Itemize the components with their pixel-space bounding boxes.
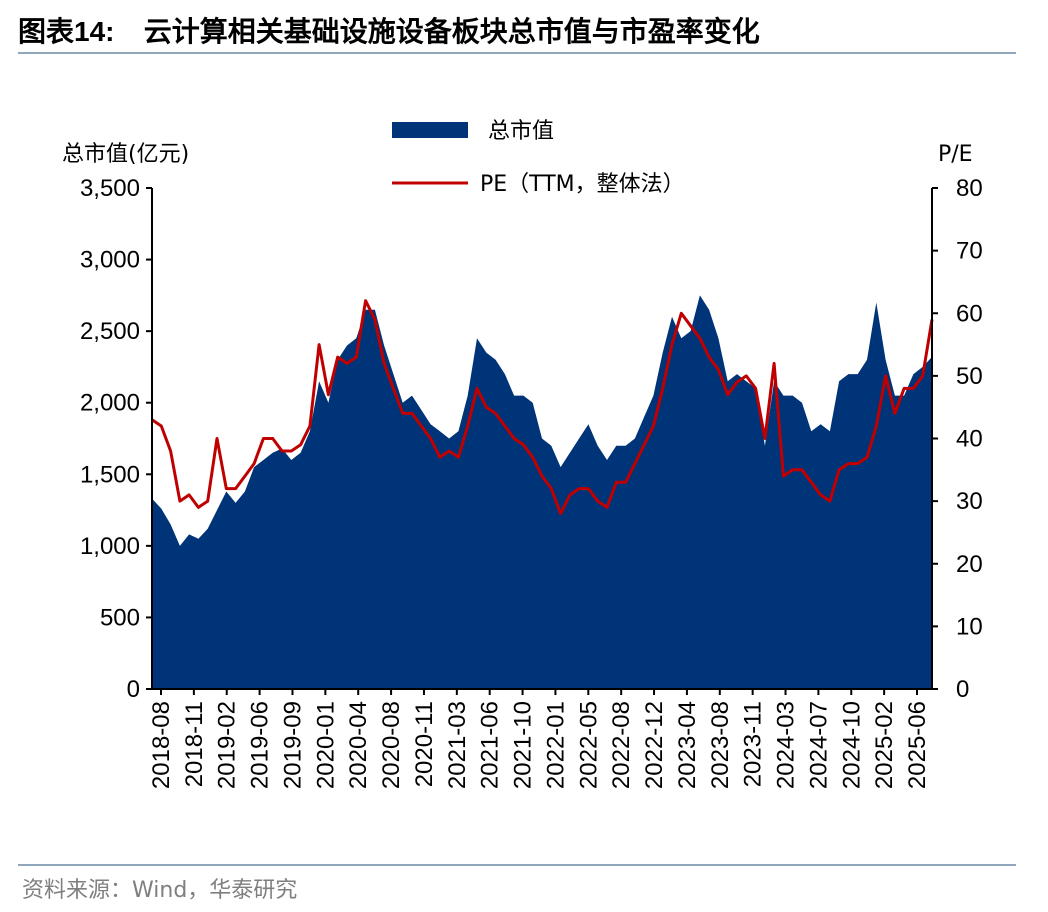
left-tick-label: 2,500 [80, 318, 140, 345]
left-tick-label: 500 [100, 604, 140, 631]
right-axis-title: P/E [938, 142, 973, 167]
x-tick-label: 2022-05 [575, 701, 602, 789]
x-tick-label: 2022-08 [608, 701, 635, 789]
x-tick-label: 2019-02 [214, 701, 241, 789]
x-tick-label: 2020-01 [312, 701, 339, 789]
left-tick-label: 1,000 [80, 533, 140, 560]
legend-swatch-market-cap [392, 122, 468, 138]
x-tick-label: 2021-10 [510, 701, 537, 789]
x-tick-label: 2020-08 [378, 701, 405, 789]
right-tick-label: 50 [956, 363, 983, 390]
right-tick-label: 10 [956, 613, 983, 640]
x-tick-label: 2025-06 [904, 701, 931, 789]
legend-label-pe: PE（TTM，整体法） [480, 172, 685, 197]
left-tick-label: 1,500 [80, 461, 140, 488]
x-tick-label: 2020-11 [411, 701, 438, 787]
x-tick-label: 2024-10 [838, 701, 865, 789]
figure-title: 图表14: 云计算相关基础设施设备板块总市值与市盈率变化 [18, 10, 760, 50]
right-tick-label: 80 [956, 175, 983, 202]
right-tick-label: 20 [956, 551, 983, 578]
left-tick-label: 0 [127, 676, 140, 703]
x-tick-label: 2025-02 [871, 701, 898, 789]
x-tick-label: 2023-11 [740, 701, 767, 787]
right-tick-label: 70 [956, 238, 983, 265]
legend-label-market-cap: 总市值 [488, 119, 554, 144]
left-tick-label: 2,000 [80, 390, 140, 417]
source-note: 资料来源：Wind，华泰研究 [22, 878, 298, 903]
x-tick-label: 2023-08 [707, 701, 734, 789]
x-tick-label: 2018-11 [181, 701, 208, 787]
x-tick-label: 2021-06 [477, 701, 504, 789]
title-prefix: 图表 [18, 15, 75, 48]
left-axis-title: 总市值(亿元) [62, 142, 189, 167]
title-text: 云计算相关基础设施设备板块总市值与市盈率变化 [143, 15, 760, 48]
x-tick-label: 2022-01 [542, 701, 569, 789]
footer-divider [18, 864, 1016, 866]
x-tick-label: 2020-04 [345, 701, 372, 789]
x-tick-label: 2018-08 [148, 701, 175, 789]
right-tick-label: 60 [956, 300, 983, 327]
left-tick-label: 3,000 [80, 247, 140, 274]
x-tick-label: 2019-06 [247, 701, 274, 789]
title-divider [18, 52, 1016, 54]
left-tick-label: 3,500 [80, 175, 140, 202]
title-number: 14: [74, 16, 115, 47]
right-tick-label: 30 [956, 488, 983, 515]
right-tick-label: 0 [956, 676, 969, 703]
right-tick-label: 40 [956, 426, 983, 453]
series-market-cap-area [152, 295, 932, 689]
x-tick-label: 2022-12 [641, 701, 668, 789]
x-tick-label: 2024-07 [805, 701, 832, 789]
x-tick-label: 2019-09 [279, 701, 306, 789]
x-tick-label: 2024-03 [773, 701, 800, 789]
x-tick-label: 2023-04 [674, 701, 701, 789]
x-tick-label: 2021-03 [444, 701, 471, 789]
series-pe-line [151, 299, 934, 516]
